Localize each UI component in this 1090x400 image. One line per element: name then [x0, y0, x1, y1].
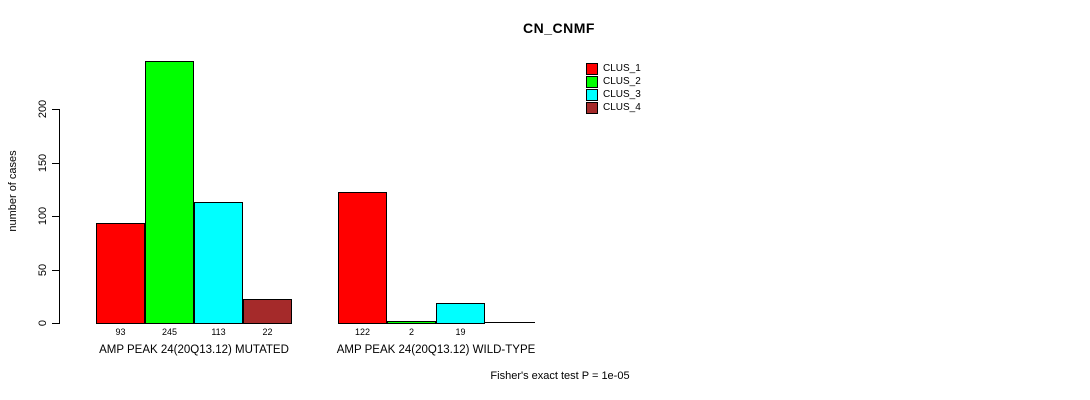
y-axis-tick: [52, 163, 60, 164]
legend-label: CLUS_1: [603, 63, 641, 74]
bar-value-label: 245: [161, 327, 178, 337]
legend-label: CLUS_3: [603, 89, 641, 100]
y-axis-tick-label: 100: [37, 206, 49, 226]
bar-value-label: 19: [455, 327, 466, 337]
legend: CLUS_1 CLUS_2 CLUS_3 CLUS_4: [586, 62, 641, 114]
y-axis-tick: [52, 270, 60, 271]
fisher-exact-test-note: Fisher's exact test P = 1e-05: [490, 370, 630, 382]
group-label: AMP PEAK 24(20Q13.12) WILD-TYPE: [336, 344, 536, 356]
bar-clus_2: [387, 321, 436, 324]
y-axis-tick: [52, 216, 60, 217]
legend-row-clus_1: CLUS_1: [586, 62, 641, 75]
bar-clus_1: [96, 223, 145, 324]
bar-clus_4: [243, 299, 292, 324]
y-axis-tick-label: 150: [37, 153, 49, 173]
bar-value-label: 122: [354, 327, 371, 337]
y-axis-tick-label: 50: [37, 263, 49, 277]
bar-value-label: 113: [211, 327, 226, 337]
legend-row-clus_3: CLUS_3: [586, 88, 641, 101]
legend-row-clus_4: CLUS_4: [586, 101, 641, 114]
bar-value-label: 93: [115, 327, 126, 337]
chart-title: CN_CNMF: [523, 20, 595, 36]
legend-swatch-icon: [586, 101, 598, 114]
legend-label: CLUS_4: [603, 102, 641, 113]
bar-value-label: 22: [262, 327, 273, 337]
legend-swatch-icon: [586, 75, 598, 88]
bar-clus_1: [338, 192, 387, 324]
y-axis-label: number of cases: [7, 150, 19, 232]
legend-row-clus_2: CLUS_2: [586, 75, 641, 88]
legend-swatch-icon: [586, 62, 598, 75]
bar-clus_3: [436, 303, 485, 324]
y-axis-tick-label: 200: [37, 99, 49, 119]
y-axis-tick: [52, 323, 60, 324]
bar-value-label: 2: [408, 327, 415, 337]
y-axis-tick: [52, 109, 60, 110]
legend-swatch-icon: [586, 88, 598, 101]
group-label: AMP PEAK 24(20Q13.12) MUTATED: [99, 344, 289, 356]
bar-clus_4-zero: [485, 322, 535, 323]
bar-clus_2: [145, 61, 194, 324]
bar-clus_3: [194, 202, 243, 324]
legend-label: CLUS_2: [603, 76, 641, 87]
y-axis-tick-label: 0: [37, 319, 49, 327]
